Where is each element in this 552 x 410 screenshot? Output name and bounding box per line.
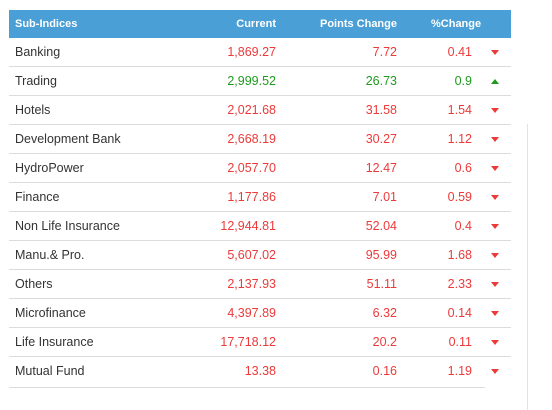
sub-index-name: Finance	[15, 190, 60, 204]
percent-change: 0.59	[447, 190, 472, 204]
triangle-down-icon	[490, 194, 499, 200]
triangle-down-icon	[490, 281, 499, 287]
table-row[interactable]: Manu.& Pro. 5,607.02 95.99 1.68	[9, 241, 511, 270]
vertical-divider	[527, 124, 528, 410]
triangle-up-icon	[472, 78, 511, 84]
triangle-down-icon	[490, 223, 499, 229]
points-change: 95.99	[365, 248, 397, 262]
current-value: 2,999.52	[227, 74, 276, 88]
current-value: 5,607.02	[227, 248, 276, 262]
sub-index-name: Life Insurance	[15, 335, 94, 349]
triangle-down-icon	[472, 49, 511, 55]
current-value: 17,718.12	[220, 335, 276, 349]
points-change: 52.04	[365, 219, 397, 233]
percent-change: 2.33	[447, 277, 472, 291]
points-change: 51.11	[366, 277, 397, 291]
table-bottom-rule	[9, 387, 485, 388]
current-value: 1,869.27	[227, 45, 276, 59]
triangle-down-icon	[490, 368, 499, 374]
current-value: 1,177.86	[227, 190, 276, 204]
triangle-down-icon	[490, 136, 499, 142]
header-percent-change: %Change	[431, 18, 482, 30]
percent-change: 0.11	[448, 335, 472, 349]
triangle-down-icon	[490, 165, 499, 171]
triangle-down-icon	[472, 281, 511, 287]
table-header: Sub-Indices Current Points Change %Chang…	[9, 10, 511, 38]
table-row[interactable]: Mutual Fund 13.38 0.16 1.19	[9, 357, 511, 385]
percent-change: 0.4	[454, 219, 472, 233]
table-row[interactable]: HydroPower 2,057.70 12.47 0.6	[9, 154, 511, 183]
table-row[interactable]: Banking 1,869.27 7.72 0.41	[9, 38, 511, 67]
triangle-down-icon	[472, 223, 511, 229]
points-change: 6.32	[372, 306, 397, 320]
current-value: 2,137.93	[227, 277, 276, 291]
points-change: 20.2	[372, 335, 397, 349]
points-change: 31.58	[365, 103, 397, 117]
sub-index-name: Mutual Fund	[15, 364, 85, 378]
current-value: 2,021.68	[227, 103, 276, 117]
percent-change: 1.12	[447, 132, 472, 146]
triangle-down-icon	[472, 107, 511, 113]
triangle-up-icon	[490, 78, 499, 84]
table-row[interactable]: Others 2,137.93 51.11 2.33	[9, 270, 511, 299]
current-value: 4,397.89	[227, 306, 276, 320]
current-value: 2,668.19	[227, 132, 276, 146]
table-row[interactable]: Microfinance 4,397.89 6.32 0.14	[9, 299, 511, 328]
percent-change: 0.9	[454, 74, 472, 88]
triangle-down-icon	[472, 339, 511, 345]
table-row[interactable]: Non Life Insurance 12,944.81 52.04 0.4	[9, 212, 511, 241]
percent-change: 0.6	[454, 161, 472, 175]
sub-index-name: Others	[15, 277, 53, 291]
sub-index-name: HydroPower	[15, 161, 84, 175]
triangle-down-icon	[490, 49, 499, 55]
table-body: Banking 1,869.27 7.72 0.41 Trading 2,999.52 26…	[9, 38, 511, 385]
triangle-down-icon	[472, 310, 511, 316]
percent-change: 0.41	[447, 45, 472, 59]
points-change: 26.73	[365, 74, 397, 88]
header-current: Current	[236, 18, 276, 30]
sub-index-name: Hotels	[15, 103, 51, 117]
percent-change: 1.68	[447, 248, 472, 262]
triangle-down-icon	[472, 136, 511, 142]
sub-index-name: Trading	[15, 74, 57, 88]
points-change: 30.27	[365, 132, 397, 146]
points-change: 7.01	[372, 190, 397, 204]
header-points-change: Points Change	[319, 18, 397, 30]
current-value: 12,944.81	[220, 219, 276, 233]
table-row[interactable]: Development Bank 2,668.19 30.27 1.12	[9, 125, 511, 154]
header-sub-indices: Sub-Indices	[15, 18, 78, 30]
points-change: 12.47	[365, 161, 397, 175]
current-value: 13.38	[244, 364, 276, 378]
triangle-down-icon	[472, 252, 511, 258]
percent-change: 1.19	[447, 364, 472, 378]
points-change: 7.72	[372, 45, 397, 59]
triangle-down-icon	[490, 252, 499, 258]
table-row[interactable]: Finance 1,177.86 7.01 0.59	[9, 183, 511, 212]
table-row[interactable]: Hotels 2,021.68 31.58 1.54	[9, 96, 511, 125]
table-row[interactable]: Life Insurance 17,718.12 20.2 0.11	[9, 328, 511, 357]
triangle-down-icon	[472, 165, 511, 171]
triangle-down-icon	[490, 107, 499, 113]
sub-index-name: Manu.& Pro.	[15, 248, 85, 262]
current-value: 2,057.70	[227, 161, 276, 175]
sub-index-name: Banking	[15, 45, 61, 59]
sub-indices-table: Sub-Indices Current Points Change %Chang…	[9, 10, 511, 385]
points-change: 0.16	[372, 364, 397, 378]
triangle-down-icon	[472, 194, 511, 200]
triangle-down-icon	[472, 368, 511, 374]
triangle-down-icon	[490, 339, 499, 345]
sub-index-name: Microfinance	[15, 306, 86, 320]
sub-index-name: Development Bank	[15, 132, 121, 146]
triangle-down-icon	[490, 310, 499, 316]
sub-index-name: Non Life Insurance	[15, 219, 120, 233]
percent-change: 1.54	[447, 103, 472, 117]
table-row[interactable]: Trading 2,999.52 26.73 0.9	[9, 67, 511, 96]
percent-change: 0.14	[447, 306, 472, 320]
